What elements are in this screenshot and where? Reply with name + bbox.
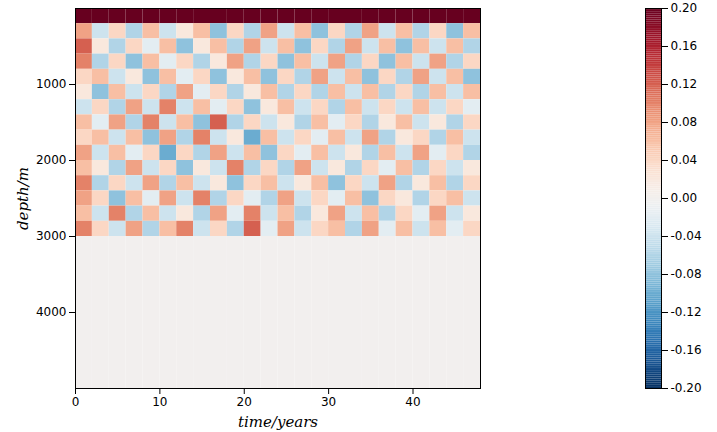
svg-text:-0.04: -0.04 [671,229,702,243]
svg-text:10: 10 [152,395,167,409]
svg-text:0.16: 0.16 [671,39,698,53]
svg-text:3000: 3000 [36,229,67,243]
svg-text:1000: 1000 [36,77,67,91]
svg-text:40: 40 [405,395,420,409]
svg-text:0.04: 0.04 [671,153,698,167]
svg-text:2000: 2000 [36,153,67,167]
svg-text:30: 30 [321,395,336,409]
svg-text:depth/m: depth/m [14,167,32,230]
svg-text:0.20: 0.20 [671,1,698,15]
svg-text:-0.20: -0.20 [671,381,702,395]
svg-text:time/years: time/years [238,413,318,431]
svg-text:0: 0 [72,395,80,409]
svg-text:20: 20 [237,395,252,409]
svg-text:0.08: 0.08 [671,115,698,129]
svg-text:4000: 4000 [36,305,67,319]
svg-text:-0.08: -0.08 [671,267,702,281]
svg-text:0.12: 0.12 [671,77,698,91]
svg-text:-0.12: -0.12 [671,305,702,319]
svg-text:-0.16: -0.16 [671,343,702,357]
svg-text:0.00: 0.00 [671,191,698,205]
